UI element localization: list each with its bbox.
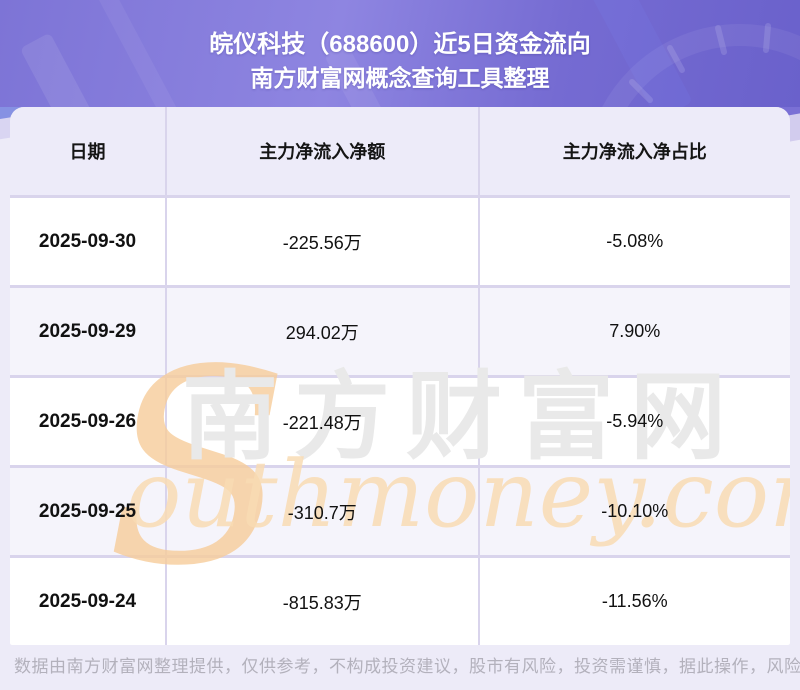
- table-header-row: 日期 主力净流入净额 主力净流入净占比: [10, 107, 790, 195]
- column-header-net-inflow: 主力净流入净额: [167, 107, 478, 195]
- table-row: 2025-09-24 -815.83万 -11.56%: [10, 558, 790, 645]
- disclaimer-text: 数据由南方财富网整理提供，仅供参考，不构成投资建议，股市有风险，投资需谨慎，据此…: [14, 657, 800, 676]
- ratio-cell: -10.10%: [479, 468, 790, 555]
- table-row: 2025-09-25 -310.7万 -10.10%: [10, 468, 790, 555]
- amount-cell: -221.48万: [167, 378, 478, 465]
- table-row: 2025-09-30 -225.56万 -5.08%: [10, 198, 790, 285]
- amount-cell: -310.7万: [167, 468, 478, 555]
- date-cell: 2025-09-30: [10, 198, 165, 285]
- fund-flow-table: 日期 主力净流入净额 主力净流入净占比 2025-09-30 -225.56万 …: [10, 107, 790, 645]
- banner: 皖仪科技（688600）近5日资金流向 南方财富网概念查询工具整理: [0, 0, 800, 107]
- amount-cell: 294.02万: [167, 288, 478, 375]
- page-subtitle: 南方财富网概念查询工具整理: [250, 65, 550, 91]
- amount-cell: -815.83万: [167, 558, 478, 645]
- column-header-net-inflow-ratio: 主力净流入净占比: [479, 107, 790, 195]
- date-cell: 2025-09-25: [10, 468, 165, 555]
- speedometer-icon: [602, 23, 800, 107]
- date-cell: 2025-09-24: [10, 558, 165, 645]
- date-cell: 2025-09-26: [10, 378, 165, 465]
- ratio-cell: -11.56%: [479, 558, 790, 645]
- table-row: 2025-09-29 294.02万 7.90%: [10, 288, 790, 375]
- ratio-cell: -5.94%: [479, 378, 790, 465]
- ratio-cell: -5.08%: [479, 198, 790, 285]
- ratio-cell: 7.90%: [479, 288, 790, 375]
- table-row: 2025-09-26 -221.48万 -5.94%: [10, 378, 790, 465]
- amount-cell: -225.56万: [167, 198, 478, 285]
- date-cell: 2025-09-29: [10, 288, 165, 375]
- page-title: 皖仪科技（688600）近5日资金流向: [209, 31, 591, 58]
- column-header-date: 日期: [10, 107, 165, 195]
